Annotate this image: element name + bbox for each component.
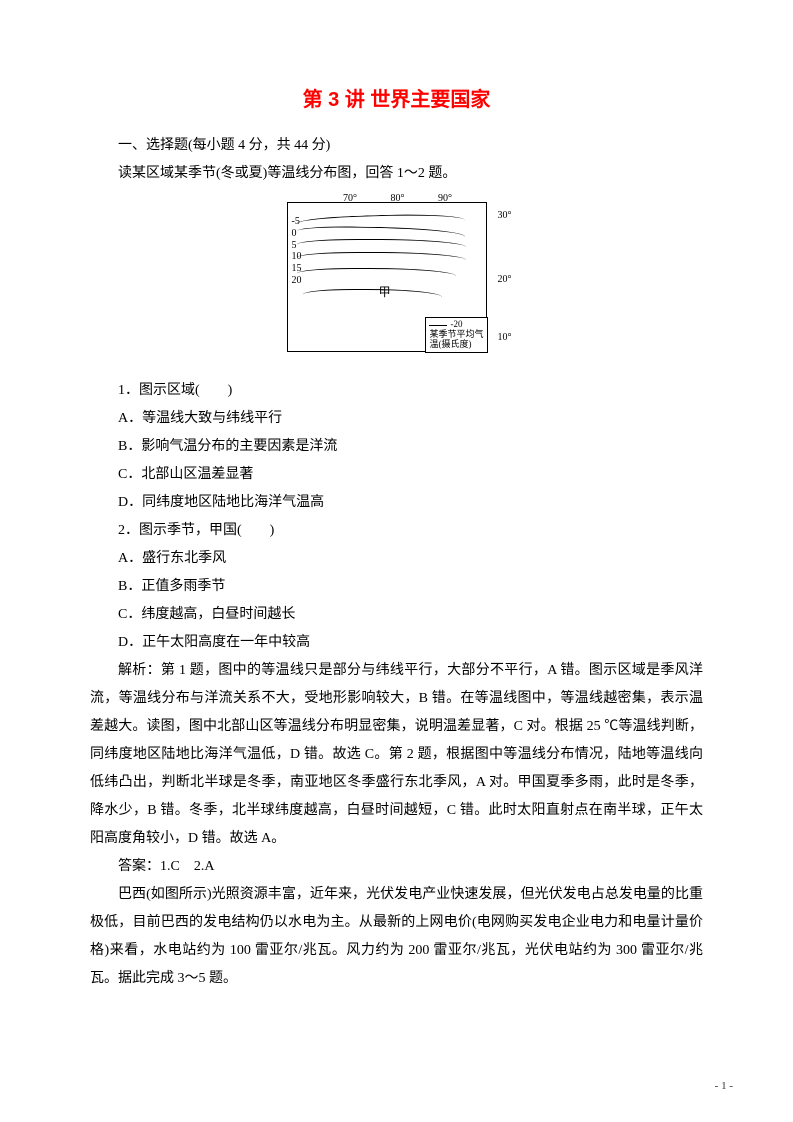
q2-opt-d: D．正午太阳高度在一年中较高 <box>90 629 703 657</box>
q1-opt-d: D．同纬度地区陆地比海洋气温高 <box>90 489 703 517</box>
q2-stem: 2．图示季节，甲国( ) <box>90 517 703 545</box>
intro-2: 巴西(如图所示)光照资源丰富，近年来，光伏发电产业快速发展，但光伏发电占总发电量… <box>90 881 703 993</box>
map-frame: 70° 80° 90° 30° 20° 10° -5 0 5 10 15 20 … <box>287 202 487 352</box>
intro-1: 读某区域某季节(冬或夏)等温线分布图，回答 1～2 题。 <box>90 160 703 188</box>
isotherm-map: 70° 80° 90° 30° 20° 10° -5 0 5 10 15 20 … <box>277 192 517 362</box>
isoline <box>297 268 455 283</box>
analysis: 解析：第 1 题，图中的等温线只是部分与纬线平行，大部分不平行，A 错。图示区域… <box>90 657 703 853</box>
iso-val: 20 <box>292 271 302 291</box>
q1-opt-b: B．影响气温分布的主要因素是洋流 <box>90 433 703 461</box>
isoline <box>303 289 442 304</box>
lesson-title: 第 3 讲 世界主要国家 <box>90 80 703 120</box>
figure-container: 70° 80° 90° 30° 20° 10° -5 0 5 10 15 20 … <box>90 192 703 373</box>
section-header: 一、选择题(每小题 4 分，共 44 分) <box>90 132 703 160</box>
q2-opt-c: C．纬度越高，白昼时间越长 <box>90 601 703 629</box>
page-number: - 1 - <box>715 1080 733 1092</box>
q2-opt-a: A．盛行东北季风 <box>90 545 703 573</box>
answers: 答案：1.C 2.A <box>90 853 703 881</box>
lon-90: 90° <box>438 189 452 209</box>
lat-30: 30° <box>498 206 512 226</box>
marker-jia: 甲 <box>379 280 391 304</box>
lat-20: 20° <box>498 270 512 290</box>
q2-opt-b: B．正值多雨季节 <box>90 573 703 601</box>
q1-opt-c: C．北部山区温差显著 <box>90 461 703 489</box>
isoline <box>297 252 465 267</box>
lat-10: 10° <box>498 328 512 348</box>
q1-stem: 1．图示区域( ) <box>90 377 703 405</box>
lon-80: 80° <box>390 189 404 209</box>
legend-line2: 温(摄氏度) <box>429 340 483 350</box>
q1-opt-a: A．等温线大致与纬线平行 <box>90 405 703 433</box>
legend-box: -20 某季节平均气 温(摄氏度) <box>425 317 487 353</box>
lon-70: 70° <box>343 189 357 209</box>
